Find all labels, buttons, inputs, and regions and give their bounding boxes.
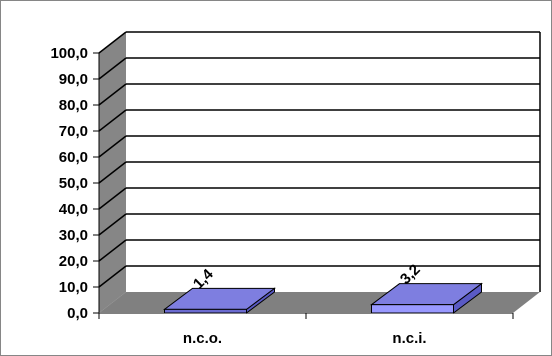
gridline-side [98, 135, 127, 158]
bars [163, 282, 483, 314]
gridline-side [98, 161, 127, 184]
y-tick-label: 100,0 [50, 45, 88, 62]
y-tick-label: 80,0 [59, 97, 88, 114]
y-tick-label: 20,0 [59, 253, 88, 270]
x-axis-categories: n.c.o. n.c.i. [183, 330, 427, 347]
y-tick-label: 30,0 [59, 227, 88, 244]
gridline-side [98, 31, 127, 54]
bar-nco [163, 287, 276, 314]
gridline-side [98, 265, 127, 288]
y-axis-ticks: 0,0 10,0 20,0 30,0 40,0 50,0 60,0 70,0 80,0 90,0 1… [50, 45, 88, 322]
category-label: n.c.o. [183, 330, 222, 347]
gridline-side [98, 239, 127, 262]
y-tick-label: 50,0 [59, 175, 88, 192]
gridline-side [98, 187, 127, 210]
gridline-side [98, 57, 127, 80]
gridlines [93, 31, 541, 319]
bar-nci [370, 282, 483, 314]
y-tick-label: 70,0 [59, 123, 88, 140]
y-tick-label: 10,0 [59, 279, 88, 296]
y-tick-label: 90,0 [59, 71, 88, 88]
bar-front [164, 308, 247, 314]
gridline-side [98, 83, 127, 106]
y-tick-label: 40,0 [59, 201, 88, 218]
y-tick-label: 0,0 [67, 305, 88, 322]
y-tick-label: 60,0 [59, 149, 88, 166]
bar-front [371, 304, 454, 314]
category-label: n.c.i. [392, 330, 426, 347]
gridline-side [98, 213, 127, 236]
gridline-side [98, 109, 127, 132]
